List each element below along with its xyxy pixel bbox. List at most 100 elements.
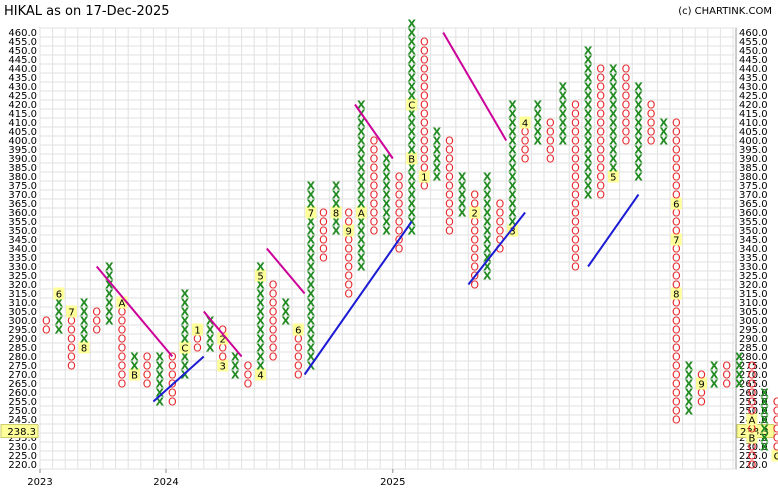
x-box: X [483, 234, 492, 247]
o-box: O [269, 306, 278, 319]
month-marker-bg [507, 224, 518, 237]
o-box: O [294, 351, 303, 364]
x-box: X [483, 243, 492, 256]
o-box: O [571, 234, 580, 247]
month-marker: 1 [194, 326, 200, 337]
x-box: X [155, 387, 164, 400]
resistance-trendline [95, 265, 174, 358]
x-box: X [332, 216, 341, 229]
x-box: X [307, 297, 316, 310]
x-box: X [584, 72, 593, 85]
x-box: X [332, 225, 341, 238]
month-marker: A [118, 299, 125, 310]
x-box: X [55, 306, 64, 319]
x-box: X [634, 99, 643, 112]
x-box: X [609, 90, 618, 103]
y-tick-label-right: 400.0 [739, 136, 768, 147]
month-marker: 2 [220, 335, 226, 346]
y-tick-label-left: 330.0 [8, 262, 37, 273]
month-marker: 3 [509, 227, 515, 238]
y-tick-label-left: 255.0 [8, 397, 37, 408]
o-box: O [420, 126, 429, 139]
x-box: X [634, 135, 643, 148]
o-box: O [470, 198, 479, 211]
x-box: X [483, 189, 492, 202]
month-marker: 2 [472, 209, 478, 220]
o-box: O [445, 135, 454, 148]
x-box: X [508, 144, 517, 157]
x-box: X [659, 126, 668, 139]
x-box: X [508, 189, 517, 202]
o-box: O [370, 144, 379, 157]
o-box: O [546, 135, 555, 148]
o-box: O [672, 180, 681, 193]
o-box: O [370, 198, 379, 211]
o-box: O [445, 171, 454, 184]
y-tick-label-right: 305.0 [739, 307, 768, 318]
month-marker: 4 [257, 371, 263, 382]
y-tick-label-right: 395.0 [739, 145, 768, 156]
o-box: O [596, 180, 605, 193]
x-box: X [559, 81, 568, 94]
o-box: O [571, 99, 580, 112]
x-tick-label: 2024 [153, 477, 178, 488]
o-box: O [672, 297, 681, 310]
x-box: X [281, 306, 290, 319]
o-box: O [672, 324, 681, 337]
x-box: X [508, 99, 517, 112]
x-box: X [357, 234, 366, 247]
o-box: O [168, 360, 177, 373]
x-box: X [407, 180, 416, 193]
y-tick-label-right: 365.0 [739, 199, 768, 210]
x-box: X [559, 99, 568, 112]
x-box: X [307, 198, 316, 211]
x-box: X [407, 225, 416, 238]
o-box: O [344, 270, 353, 283]
x-box: X [584, 90, 593, 103]
o-box: O [647, 108, 656, 121]
o-box: O [571, 117, 580, 130]
o-box: O [546, 126, 555, 139]
x-box: X [357, 99, 366, 112]
x-box: X [483, 180, 492, 193]
x-box: X [181, 369, 190, 382]
y-tick-label-left: 385.0 [8, 163, 37, 174]
x-box: X [256, 315, 265, 328]
y-tick-label-left: 260.0 [8, 388, 37, 399]
o-box: O [521, 153, 530, 166]
o-box: O [773, 441, 778, 454]
last-price-box-left [0, 424, 39, 439]
x-box: X [609, 135, 618, 148]
plot-frame [39, 27, 737, 470]
month-marker-bg [771, 449, 778, 462]
resistance-trendline [203, 310, 243, 358]
x-box: X [382, 171, 391, 184]
y-tick-label-right: 435.0 [739, 73, 768, 84]
x-box: X [710, 360, 719, 373]
y-tick-label-left: 450.0 [8, 46, 37, 57]
x-box: X [307, 324, 316, 337]
x-box: X [181, 288, 190, 301]
x-box: X [382, 225, 391, 238]
x-tick-label: 2025 [380, 477, 405, 488]
y-tick-label-right: 310.0 [739, 298, 768, 309]
x-box: X [256, 261, 265, 274]
o-box: O [672, 225, 681, 238]
x-box: X [357, 135, 366, 148]
o-box: O [420, 135, 429, 148]
o-box: O [722, 369, 731, 382]
x-box: X [181, 360, 190, 373]
month-marker-bg [129, 368, 140, 381]
y-tick-label-left: 420.0 [8, 100, 37, 111]
o-box: O [67, 351, 76, 364]
x-box: X [80, 333, 89, 346]
x-box: X [634, 108, 643, 121]
y-tick-label-left: 220.0 [8, 460, 37, 471]
o-box: O [622, 81, 631, 94]
y-tick-label-right: 220.0 [739, 460, 768, 471]
o-box: O [571, 108, 580, 121]
o-box: O [672, 153, 681, 166]
x-box: X [433, 162, 442, 175]
o-box: O [496, 198, 505, 211]
y-tick-label-left: 340.0 [8, 244, 37, 255]
